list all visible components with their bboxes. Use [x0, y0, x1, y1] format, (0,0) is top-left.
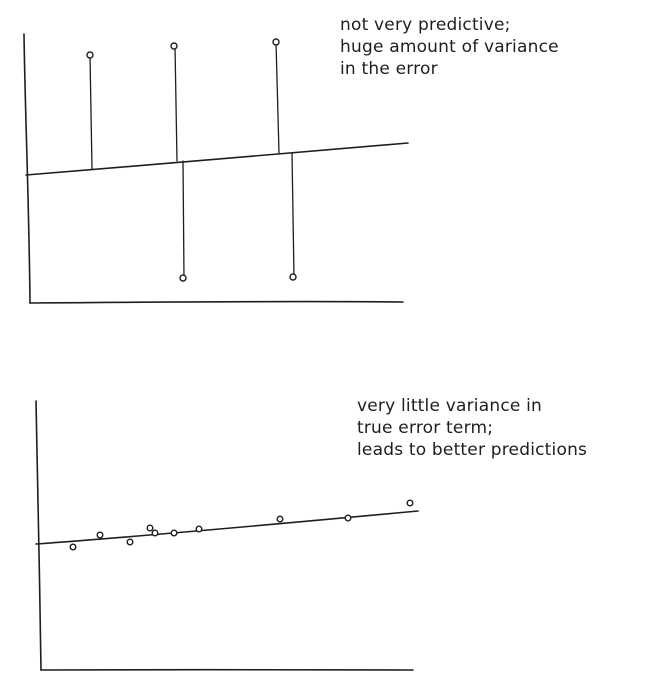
top-residual-3 — [276, 42, 279, 153]
top-annotation: not very predictive; huge amount of vari… — [340, 14, 559, 80]
bottom-data-point-9 — [345, 515, 351, 521]
top-data-point-5 — [290, 274, 296, 280]
top-annotation-line-1: not very predictive; — [340, 14, 559, 36]
bottom-data-point-6 — [171, 530, 177, 536]
top-data-point-1 — [87, 52, 93, 58]
top-annotation-line-3: in the error — [340, 58, 559, 80]
top-data-point-4 — [180, 275, 186, 281]
top-x-axis — [30, 302, 403, 303]
bottom-data-point-4 — [147, 525, 153, 531]
bottom-data-point-1 — [70, 544, 76, 550]
top-residual-4 — [183, 161, 184, 278]
top-residual-1 — [90, 55, 92, 169]
bottom-y-axis — [36, 401, 41, 670]
top-data-point-3 — [273, 39, 279, 45]
top-regression-line — [26, 143, 408, 175]
bottom-data-point-3 — [127, 539, 133, 545]
bottom-data-point-5 — [152, 530, 158, 536]
bottom-data-point-2 — [97, 532, 103, 538]
top-data-point-2 — [171, 43, 177, 49]
bottom-data-point-7 — [196, 526, 202, 532]
bottom-data-point-10 — [407, 500, 413, 506]
bottom-annotation-line-1: very little variance in — [357, 395, 587, 417]
top-residual-5 — [292, 153, 294, 277]
top-annotation-line-2: huge amount of variance — [340, 36, 559, 58]
top-y-axis — [24, 34, 30, 303]
bottom-annotation-line-3: leads to better predictions — [357, 439, 587, 461]
bottom-regression-line — [36, 511, 418, 544]
bottom-data-point-8 — [277, 516, 283, 522]
top-residual-2 — [175, 46, 177, 161]
bottom-annotation-line-2: true error term; — [357, 417, 587, 439]
bottom-annotation: very little variance in true error term;… — [357, 395, 587, 461]
